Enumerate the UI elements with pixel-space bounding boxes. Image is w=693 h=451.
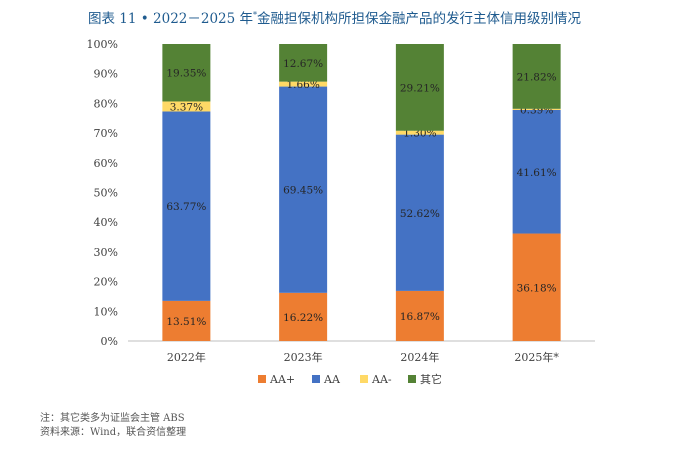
data-label: 12.67% (283, 58, 323, 70)
chart-title-prefix: 图表 11 • 2022－2025 年 (88, 11, 254, 27)
y-tick-label: 100% (87, 38, 118, 51)
bar-segment (395, 134, 444, 291)
bar-segment (512, 233, 561, 341)
x-tick-label: 2022年 (167, 350, 206, 364)
legend-swatch (258, 375, 266, 383)
legend-label: AA (323, 373, 341, 386)
legend-swatch (408, 375, 416, 383)
bar-segment (279, 44, 328, 82)
chart-title: 图表 11 • 2022－2025 年*金融担保机构所担保金融产品的发行主体信用… (88, 7, 688, 28)
legend-label: 其它 (420, 372, 442, 386)
y-tick-label: 40% (94, 216, 118, 229)
chart-title-asterisk: * (253, 10, 258, 20)
bar-segment (162, 111, 211, 301)
legend-swatch (360, 375, 368, 383)
bar-segment (279, 81, 328, 87)
bar-segment (395, 290, 444, 341)
stacked-bar-chart: 0% 10% 20% 30% 40% 50% 60% 70% 80% 90% 100% 13.51% 6… (87, 38, 595, 386)
data-label: 69.45% (283, 185, 323, 197)
y-tick-label: 50% (94, 187, 118, 200)
y-tick-label: 70% (94, 127, 118, 140)
data-label: 52.62% (400, 208, 440, 220)
bar-segment (162, 101, 211, 112)
note-line: 注：其它类多为证监会主管 ABS (40, 413, 185, 424)
data-label: 19.35% (166, 68, 206, 80)
y-tick-label: 60% (94, 157, 118, 170)
bar-segment (395, 130, 444, 135)
bar-segment (162, 300, 211, 341)
data-label: 29.21% (400, 82, 440, 94)
data-label: 36.18% (517, 282, 557, 294)
data-label: 16.87% (400, 311, 440, 323)
data-label: 13.51% (166, 316, 206, 328)
data-label: 41.61% (517, 167, 557, 179)
y-tick-label: 20% (94, 276, 118, 289)
y-tick-label: 0% (101, 335, 118, 348)
bar-segment (395, 44, 444, 131)
bar-segment (512, 108, 561, 110)
x-tick-label: 2023年 (284, 350, 323, 364)
data-label: 1.66% (286, 79, 319, 91)
bar-segment (162, 44, 211, 102)
y-tick-label: 30% (94, 246, 118, 259)
bar-segment (512, 109, 561, 234)
data-label: 16.22% (283, 312, 323, 324)
data-label: 21.82% (517, 71, 557, 83)
data-label: 63.77% (166, 201, 206, 213)
legend-label: AA- (371, 373, 392, 386)
bar-segment (279, 86, 328, 293)
legend-label: AA+ (269, 373, 295, 386)
bar-segment (512, 44, 561, 109)
x-tick-label: 2024年 (400, 350, 439, 364)
chart-notes: 注：其它类多为证监会主管 ABS 资料来源：Wind，联合资信整理 (40, 412, 186, 440)
legend-swatch (312, 375, 320, 383)
data-label: 3.37% (170, 101, 203, 113)
source-line: 资料来源：Wind，联合资信整理 (40, 427, 187, 438)
y-tick-label: 90% (94, 68, 118, 81)
chart-title-suffix: 金融担保机构所担保金融产品的发行主体信用级别情况 (257, 11, 582, 27)
bar-segment (279, 292, 328, 341)
y-tick-label: 80% (94, 97, 118, 110)
x-tick-label: 2025年* (514, 350, 559, 364)
y-tick-label: 10% (94, 305, 118, 318)
